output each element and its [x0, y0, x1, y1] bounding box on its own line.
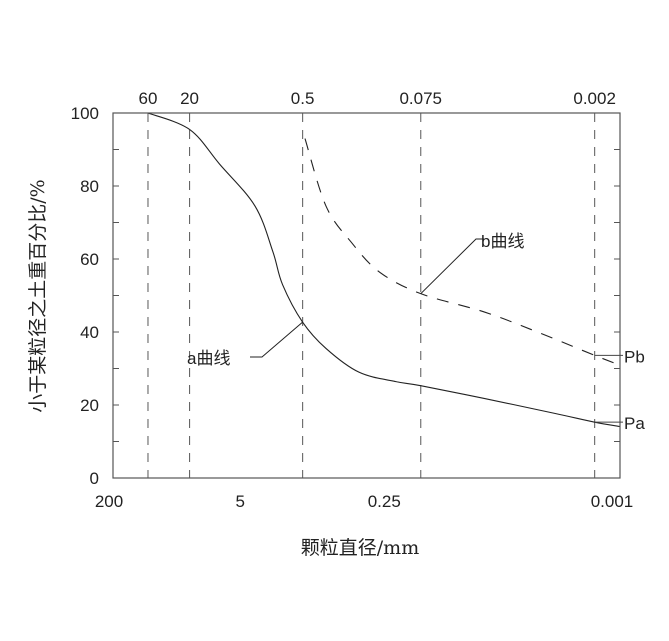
x-tick-label-top: 0.5 — [291, 89, 315, 108]
x-tick-label-bottom: 0.25 — [368, 492, 401, 511]
y-tick-label: 0 — [90, 469, 99, 488]
y-tick-label: 20 — [80, 396, 99, 415]
x-tick-label-bottom: 5 — [236, 492, 245, 511]
b-curve-leader — [420, 238, 484, 295]
x-tick-label-top: 0.075 — [399, 89, 442, 108]
x-tick-label-top: 20 — [180, 89, 199, 108]
y-tick-label: 80 — [80, 177, 99, 196]
x-tick-label-top: 0.002 — [573, 89, 616, 108]
y-tick-label: 100 — [71, 104, 99, 123]
b-curve-label: b曲线 — [481, 232, 524, 251]
curve-a-line — [147, 112, 621, 428]
y-tick-label: 60 — [80, 250, 99, 269]
y-tick-label: 40 — [80, 323, 99, 342]
a-curve-leader — [250, 321, 303, 358]
x-tick-label-bottom: 0.001 — [591, 492, 634, 511]
x-tick-label-top: 60 — [139, 89, 158, 108]
x-axis-label: 颗粒直径/mm — [301, 537, 419, 559]
y-axis-label: 小于某粒径之土重百分比/% — [27, 179, 49, 412]
pa-label: Pa — [624, 414, 645, 433]
pb-label: Pb — [624, 347, 645, 366]
x-tick-label-bottom: 200 — [95, 492, 123, 511]
plot-frame — [112, 112, 621, 479]
a-curve-label: a曲线 — [187, 349, 230, 368]
